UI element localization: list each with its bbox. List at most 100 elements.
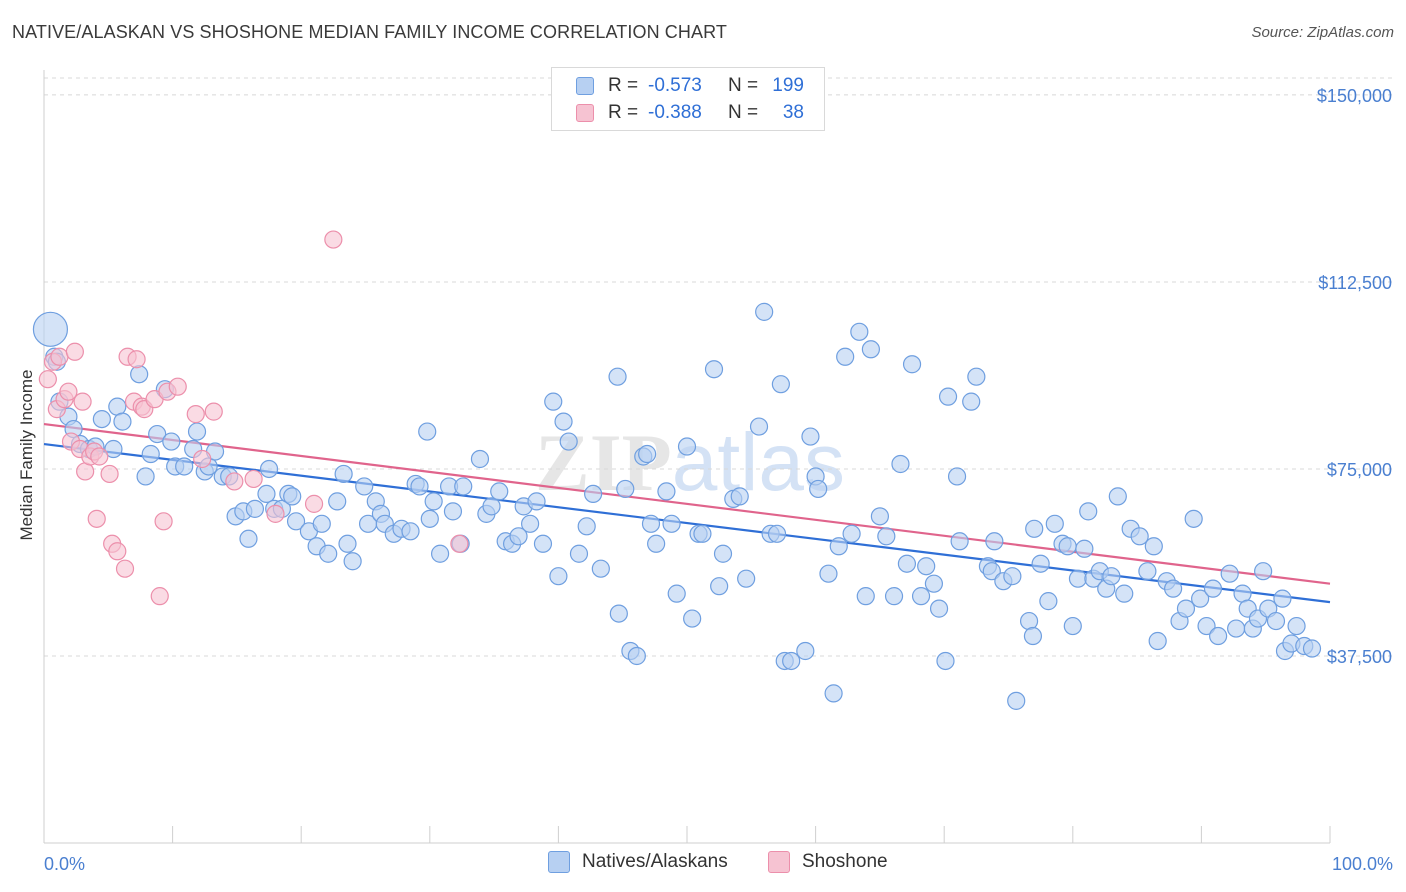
native-point xyxy=(591,559,610,578)
native-point xyxy=(521,514,540,533)
native-point xyxy=(884,587,904,606)
shoshone-point xyxy=(65,342,84,361)
native-point xyxy=(401,522,420,541)
shoshone-point xyxy=(50,347,69,366)
native-point xyxy=(1003,567,1022,586)
shoshone-point xyxy=(59,382,78,401)
native-point xyxy=(1058,537,1077,556)
native-point xyxy=(627,646,646,666)
native-point xyxy=(509,527,528,546)
native-point xyxy=(950,532,969,551)
shoshone-point xyxy=(100,464,119,484)
native-point xyxy=(355,477,374,496)
native-point xyxy=(319,544,338,563)
native-point xyxy=(554,412,573,431)
native-point xyxy=(549,567,568,586)
native-point xyxy=(749,417,769,436)
native-point xyxy=(1039,592,1058,611)
native-point xyxy=(162,432,181,451)
legend-item-shoshone[interactable]: Shoshone xyxy=(768,851,888,873)
native-point xyxy=(443,502,463,521)
legend-r-value: -0.388 xyxy=(648,102,702,123)
legend-n-label: N = xyxy=(728,102,759,123)
legend-swatch-shoshone xyxy=(576,104,594,122)
native-point xyxy=(616,479,635,499)
native-point xyxy=(693,524,712,543)
native-point xyxy=(482,497,501,516)
native-point xyxy=(947,467,967,486)
native-point xyxy=(104,439,123,459)
shoshone-point xyxy=(73,392,92,411)
native-point xyxy=(343,552,362,571)
native-point xyxy=(929,599,949,618)
native-point xyxy=(1184,509,1203,528)
native-point xyxy=(334,464,353,484)
native-point xyxy=(938,387,958,406)
y-tick-label: $112,500 xyxy=(1318,273,1392,293)
native-point xyxy=(1130,527,1149,546)
native-point xyxy=(187,422,207,441)
native-point xyxy=(891,454,910,474)
native-point xyxy=(1007,691,1026,710)
native-point xyxy=(1075,539,1094,558)
native-point xyxy=(667,584,686,603)
native-point xyxy=(902,355,922,374)
native-point xyxy=(710,577,729,596)
native-point xyxy=(737,569,756,588)
native-point xyxy=(638,444,657,464)
stats-legend: R = -0.573 N = 199 R = -0.388 N = 38 xyxy=(551,67,825,131)
native-point xyxy=(148,424,167,444)
shoshone-point xyxy=(108,542,127,561)
shoshone-point xyxy=(304,494,324,513)
legend-r-value: -0.573 xyxy=(648,75,702,96)
native-point xyxy=(1302,639,1322,658)
native-point xyxy=(418,422,437,441)
legend-label-natives: Natives/Alaskans xyxy=(582,851,728,872)
native-point xyxy=(1287,616,1306,636)
native-point xyxy=(527,492,546,511)
native-point xyxy=(713,544,733,563)
shoshone-point xyxy=(115,559,135,578)
native-point xyxy=(829,537,848,556)
legend-r-label: R = xyxy=(608,102,639,123)
native-point xyxy=(130,365,149,384)
shoshone-point xyxy=(204,402,223,421)
native-point xyxy=(877,527,896,546)
native-point xyxy=(1203,579,1223,598)
shoshone-point xyxy=(154,512,173,531)
native-point xyxy=(338,534,357,553)
legend-n-label: N = xyxy=(728,75,759,96)
native-point xyxy=(533,534,553,553)
native-point xyxy=(911,587,931,606)
native-point xyxy=(870,507,890,526)
native-point xyxy=(420,509,439,528)
legend-item-natives[interactable]: Natives/Alaskans xyxy=(548,851,728,873)
native-point xyxy=(1209,626,1228,646)
native-point xyxy=(1144,537,1163,556)
legend-swatch-natives xyxy=(576,77,594,95)
shoshone-point xyxy=(87,509,106,528)
shoshone-point xyxy=(193,449,212,469)
native-point xyxy=(1220,564,1239,583)
native-point xyxy=(544,392,563,411)
native-point xyxy=(662,514,681,533)
native-point xyxy=(861,340,880,359)
native-point xyxy=(577,517,596,536)
native-point xyxy=(1148,631,1167,651)
native-point xyxy=(430,544,450,563)
native-point xyxy=(730,487,749,506)
native-point xyxy=(454,477,473,496)
native-point xyxy=(328,492,347,511)
native-point xyxy=(239,529,258,548)
shoshone-point xyxy=(450,534,469,553)
native-point xyxy=(1108,487,1127,506)
shoshone-point xyxy=(266,504,285,523)
shoshone-point xyxy=(90,447,109,466)
native-point xyxy=(569,544,589,563)
legend-row-shoshone: R = -0.388 N = 38 xyxy=(576,100,804,126)
native-point xyxy=(1031,554,1050,573)
native-point xyxy=(283,487,302,506)
watermark-text: ZIPatlas xyxy=(535,417,845,508)
y-tick-label: $37,500 xyxy=(1327,647,1392,667)
native-point xyxy=(1273,589,1292,608)
